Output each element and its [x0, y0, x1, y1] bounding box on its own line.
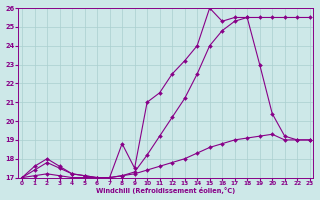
X-axis label: Windchill (Refroidissement éolien,°C): Windchill (Refroidissement éolien,°C)	[96, 187, 236, 194]
